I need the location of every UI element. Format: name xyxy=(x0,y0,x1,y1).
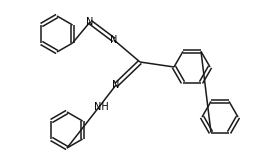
Text: N: N xyxy=(86,17,94,27)
Text: N: N xyxy=(112,80,120,90)
Text: N: N xyxy=(110,35,118,45)
Text: NH: NH xyxy=(93,102,108,112)
